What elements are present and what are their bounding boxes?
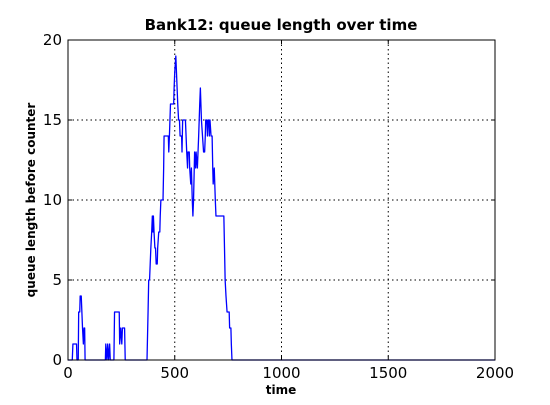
chart-title: Bank12: queue length over time <box>145 16 418 34</box>
y-tick-label: 10 <box>43 191 62 209</box>
grid <box>68 40 495 360</box>
y-tick-label: 15 <box>43 111 62 129</box>
y-tick-label: 5 <box>52 271 62 289</box>
y-tick-label: 0 <box>52 351 62 369</box>
series-line <box>68 55 495 361</box>
x-tick-label: 0 <box>63 364 73 382</box>
x-tick-label: 500 <box>160 364 189 382</box>
x-tick-labels: 0 500 1000 1500 2000 <box>63 364 514 382</box>
x-tick-label: 1500 <box>369 364 407 382</box>
x-axis-label: time <box>266 383 297 397</box>
y-tick-label: 20 <box>43 31 62 49</box>
x-tick-label: 2000 <box>476 364 514 382</box>
x-tick-label: 1000 <box>262 364 300 382</box>
series-layer <box>68 55 495 361</box>
y-axis-label: queue length before counter <box>24 103 38 298</box>
y-tick-labels: 0 5 10 15 20 <box>43 31 62 369</box>
tick-marks <box>67 39 496 361</box>
